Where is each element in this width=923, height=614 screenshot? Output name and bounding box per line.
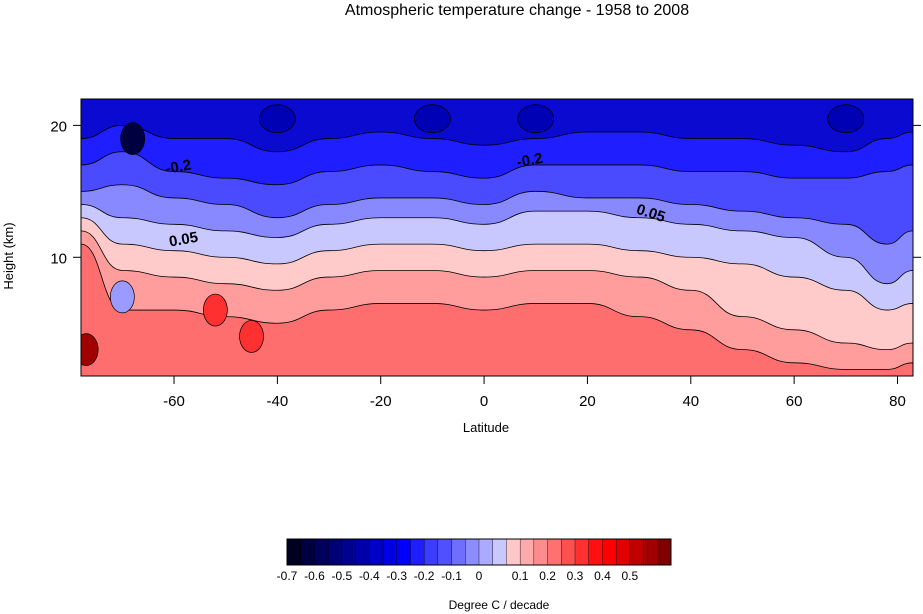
colorbar-tick-label: -0.4 bbox=[359, 569, 380, 583]
x-axis-title: Latitude bbox=[463, 420, 509, 435]
colorbar-title: Degree C / decade bbox=[449, 598, 550, 612]
colorbar-swatch bbox=[423, 538, 439, 566]
colorbar-tick-label: 0 bbox=[476, 569, 483, 583]
colorbar-swatch bbox=[492, 538, 507, 566]
colorbar-swatch bbox=[451, 538, 466, 566]
contour-hotspot bbox=[120, 122, 146, 155]
colorbar-swatch bbox=[300, 538, 315, 566]
x-tick-label: 0 bbox=[480, 393, 488, 410]
colorbar-tick-label: -0.6 bbox=[304, 569, 325, 583]
colorbar-tick-label: 0.4 bbox=[594, 569, 611, 583]
colorbar-swatch bbox=[533, 538, 549, 566]
colorbar-tick-label: 0.2 bbox=[539, 569, 556, 583]
colorbar-tick-label: 0.5 bbox=[622, 569, 639, 583]
x-tick-label: -60 bbox=[163, 393, 185, 410]
contour-label: -0.2 bbox=[516, 150, 544, 171]
colorbar-swatch bbox=[561, 538, 576, 566]
contour-hotspot bbox=[414, 104, 451, 134]
colorbar-tick-label: -0.7 bbox=[277, 569, 298, 583]
contour-hotspot bbox=[517, 104, 555, 134]
colorbar-swatch bbox=[615, 538, 631, 566]
plot-border bbox=[80, 98, 914, 377]
contour-hotspot bbox=[81, 333, 99, 366]
colorbar-swatch bbox=[327, 538, 343, 566]
contour-hotspot bbox=[109, 280, 135, 314]
colorbar-swatch bbox=[314, 538, 329, 566]
contour-hotspot bbox=[827, 104, 865, 134]
plot-frame bbox=[80, 98, 914, 377]
x-tick-label: -40 bbox=[267, 393, 289, 410]
colorbar-swatch bbox=[547, 538, 562, 566]
colorbar-swatch bbox=[574, 538, 590, 566]
y-tick-label: 10 bbox=[50, 250, 67, 267]
y-tick-label: 20 bbox=[50, 118, 67, 135]
colorbar-tick-label: 0.1 bbox=[512, 569, 529, 583]
contour-hotspot bbox=[259, 104, 296, 134]
colorbar-swatch bbox=[341, 538, 357, 566]
plot-area bbox=[81, 99, 913, 376]
colorbar-tick-label: -0.2 bbox=[414, 569, 435, 583]
x-tick-label: 40 bbox=[682, 393, 699, 410]
colorbar-swatch bbox=[286, 538, 302, 566]
contour-hotspot bbox=[239, 320, 264, 353]
contour-label: -0.2 bbox=[164, 156, 192, 177]
colorbar-swatch bbox=[506, 538, 521, 566]
colorbar-swatch bbox=[382, 538, 398, 566]
colorbar-tick-label: -0.1 bbox=[441, 569, 462, 583]
colorbar-swatch bbox=[519, 538, 535, 566]
y-axis: 10 20 bbox=[50, 118, 921, 267]
x-tick-label: 60 bbox=[786, 393, 803, 410]
chart-title: Atmospheric temperature change - 1958 to… bbox=[344, 2, 690, 19]
colorbar-swatch bbox=[643, 538, 658, 566]
colorbar-swatch bbox=[396, 538, 411, 566]
contour-hotspot bbox=[203, 293, 228, 327]
colorbar-tick-label: -0.3 bbox=[386, 569, 407, 583]
y-axis-title: Height (km) bbox=[1, 222, 16, 289]
colorbar-tick-label: -0.5 bbox=[332, 569, 353, 583]
x-tick-label: 80 bbox=[889, 393, 906, 410]
colorbar-swatch bbox=[437, 538, 453, 566]
x-tick-label: 20 bbox=[579, 393, 596, 410]
colorbar-swatch bbox=[629, 538, 645, 566]
colorbar-swatch bbox=[355, 538, 370, 566]
colorbar-swatch bbox=[369, 538, 384, 566]
colorbar-swatch bbox=[657, 538, 672, 566]
contour-label: 0.05 bbox=[168, 229, 200, 251]
colorbar-border bbox=[286, 538, 672, 566]
x-axis: -60 -40 -20 0 20 40 60 80 bbox=[163, 376, 906, 410]
colorbar-swatch bbox=[410, 538, 425, 566]
colorbar-swatch bbox=[465, 538, 480, 566]
colorbar-swatch bbox=[478, 538, 494, 566]
x-tick-label: -20 bbox=[370, 393, 392, 410]
colorbar-swatch bbox=[602, 538, 617, 566]
colorbar-tick-label: 0.3 bbox=[567, 569, 584, 583]
colorbar: -0.7 -0.6 -0.5 -0.4 -0.3 -0.2 -0.1 0 0.1 0.2 0.3 0.… bbox=[277, 538, 672, 583]
colorbar-swatch bbox=[588, 538, 603, 566]
